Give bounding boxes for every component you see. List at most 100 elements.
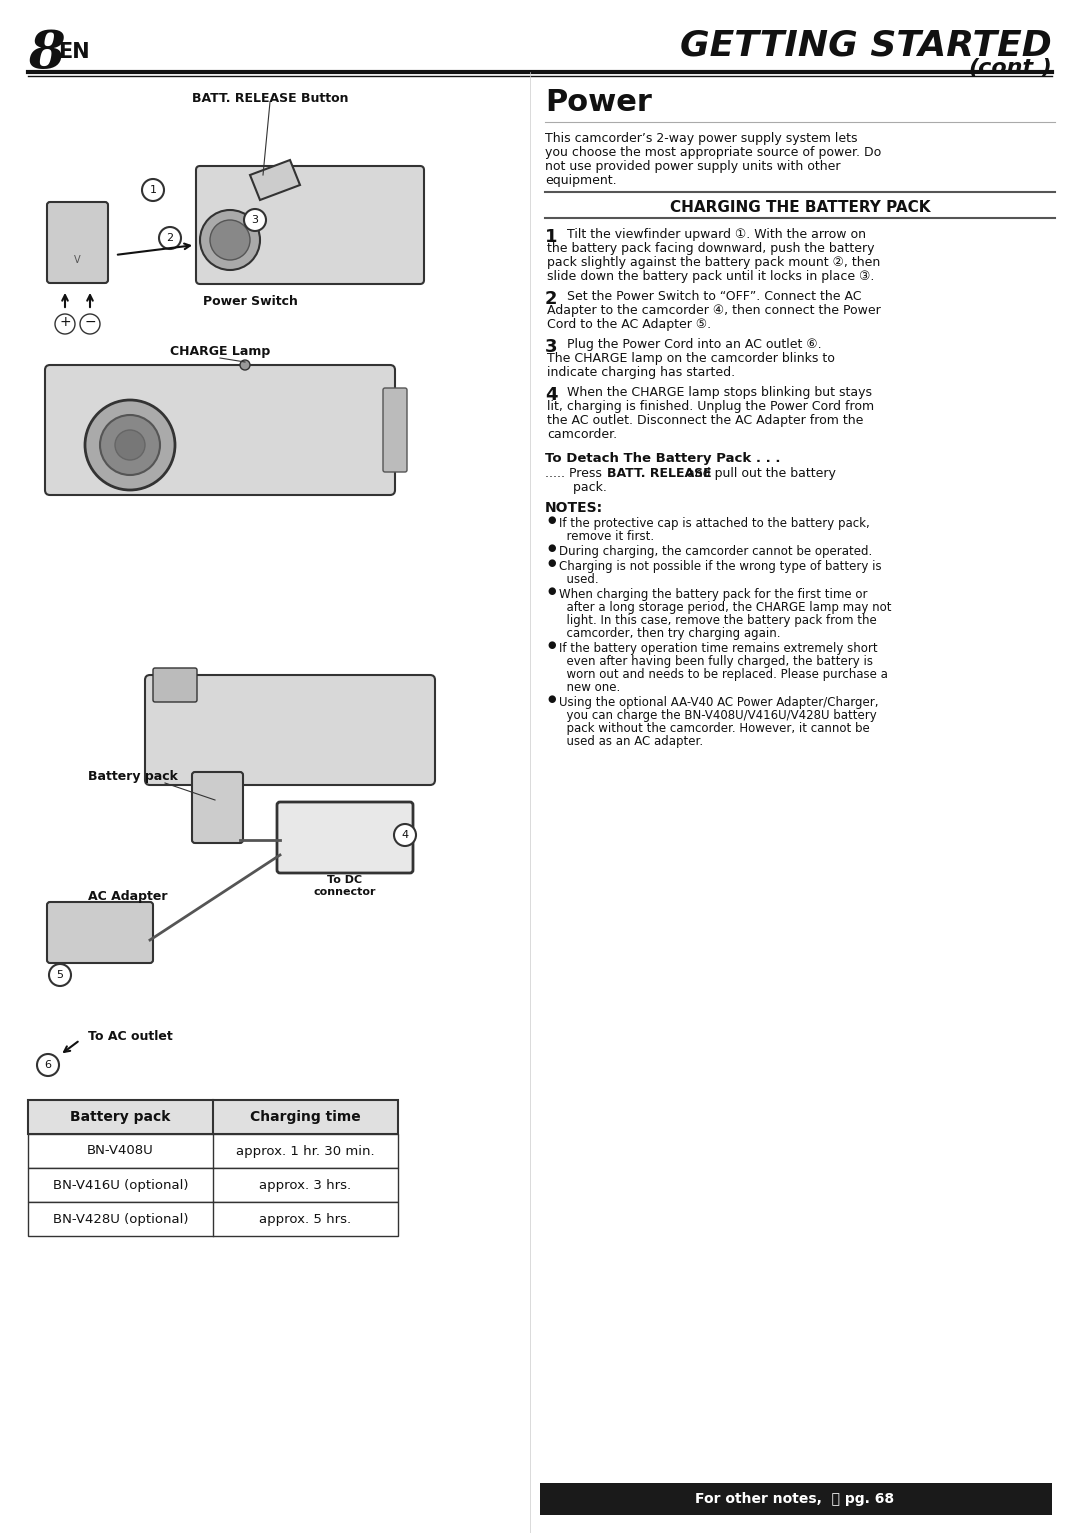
Text: ●: ●: [546, 543, 555, 553]
Text: 4: 4: [545, 386, 557, 405]
Text: During charging, the camcorder cannot be operated.: During charging, the camcorder cannot be…: [559, 546, 873, 558]
Circle shape: [114, 429, 145, 460]
FancyBboxPatch shape: [153, 668, 197, 702]
Text: used.: used.: [559, 573, 598, 586]
Text: camcorder, then try charging again.: camcorder, then try charging again.: [559, 627, 781, 639]
Text: lit, charging is finished. Unplug the Power Cord from: lit, charging is finished. Unplug the Po…: [546, 400, 874, 412]
Text: approx. 3 hrs.: approx. 3 hrs.: [259, 1179, 352, 1191]
Text: Battery pack: Battery pack: [70, 1110, 171, 1124]
Text: When charging the battery pack for the first time or: When charging the battery pack for the f…: [559, 589, 867, 601]
Bar: [28, 1134, 399, 1168]
Circle shape: [240, 360, 249, 369]
Text: If the battery operation time remains extremely short: If the battery operation time remains ex…: [559, 642, 878, 655]
FancyBboxPatch shape: [195, 166, 424, 284]
Text: Charging is not possible if the wrong type of battery is: Charging is not possible if the wrong ty…: [559, 560, 881, 573]
Text: you choose the most appropriate source of power. Do: you choose the most appropriate source o…: [545, 146, 881, 159]
Text: remove it first.: remove it first.: [559, 530, 654, 543]
Text: used as an AC adapter.: used as an AC adapter.: [559, 734, 703, 748]
Text: 4: 4: [402, 829, 408, 840]
Text: Using the optional AA-V40 AC Power Adapter/Charger,: Using the optional AA-V40 AC Power Adapt…: [559, 696, 878, 708]
Text: Cord to the AC Adapter ⑤.: Cord to the AC Adapter ⑤.: [546, 317, 711, 331]
Text: Set the Power Switch to “OFF”. Connect the AC: Set the Power Switch to “OFF”. Connect t…: [563, 290, 862, 304]
Text: and pull out the battery: and pull out the battery: [683, 468, 836, 480]
Text: +: +: [59, 314, 71, 330]
Text: To Detach The Battery Pack . . .: To Detach The Battery Pack . . .: [545, 452, 781, 464]
Text: pack slightly against the battery pack mount ②, then: pack slightly against the battery pack m…: [546, 256, 880, 268]
FancyBboxPatch shape: [48, 202, 108, 284]
Polygon shape: [249, 159, 300, 199]
Circle shape: [200, 210, 260, 270]
Text: BATT. RELEASE Button: BATT. RELEASE Button: [192, 92, 348, 104]
Text: When the CHARGE lamp stops blinking but stays: When the CHARGE lamp stops blinking but …: [563, 386, 872, 399]
Text: Tilt the viewfinder upward ①. With the arrow on: Tilt the viewfinder upward ①. With the a…: [563, 228, 866, 241]
Text: AC Adapter: AC Adapter: [87, 891, 167, 903]
Text: 1: 1: [149, 185, 157, 195]
Text: Power Switch: Power Switch: [203, 294, 297, 308]
Text: ●: ●: [546, 586, 555, 596]
Text: ..... Press: ..... Press: [545, 468, 606, 480]
Text: indicate charging has started.: indicate charging has started.: [546, 366, 735, 379]
FancyBboxPatch shape: [45, 365, 395, 495]
Text: For other notes,  ⎙ pg. 68: For other notes, ⎙ pg. 68: [696, 1492, 894, 1505]
Circle shape: [141, 179, 164, 201]
Text: EN: EN: [58, 41, 90, 61]
Text: 3: 3: [545, 337, 557, 356]
Text: not use provided power supply units with other: not use provided power supply units with…: [545, 159, 840, 173]
Text: ●: ●: [546, 515, 555, 524]
Text: you can charge the BN-V408U/V416U/V428U battery: you can charge the BN-V408U/V416U/V428U …: [559, 708, 877, 722]
Text: camcorder.: camcorder.: [546, 428, 617, 442]
FancyBboxPatch shape: [276, 802, 413, 872]
Text: 1: 1: [545, 228, 557, 245]
Text: 2: 2: [545, 290, 557, 308]
Text: 5: 5: [56, 970, 64, 980]
FancyBboxPatch shape: [48, 901, 153, 963]
Text: even after having been fully charged, the battery is: even after having been fully charged, th…: [559, 655, 873, 668]
Text: Battery pack: Battery pack: [87, 770, 178, 783]
Circle shape: [394, 825, 416, 846]
Text: new one.: new one.: [559, 681, 620, 694]
FancyBboxPatch shape: [192, 773, 243, 843]
FancyBboxPatch shape: [383, 388, 407, 472]
Text: −: −: [84, 314, 96, 330]
Bar: [28, 1202, 399, 1236]
Text: V: V: [73, 254, 80, 265]
Text: The CHARGE lamp on the camcorder blinks to: The CHARGE lamp on the camcorder blinks …: [546, 353, 835, 365]
Bar: [28, 1168, 399, 1202]
Text: approx. 5 hrs.: approx. 5 hrs.: [259, 1213, 352, 1225]
Text: the AC outlet. Disconnect the AC Adapter from the: the AC outlet. Disconnect the AC Adapter…: [546, 414, 863, 428]
Circle shape: [85, 400, 175, 491]
Text: (cont.): (cont.): [969, 58, 1052, 78]
Circle shape: [210, 221, 249, 261]
Text: Charging time: Charging time: [251, 1110, 361, 1124]
Text: 8: 8: [28, 28, 65, 80]
Text: pack.: pack.: [545, 481, 607, 494]
Text: ●: ●: [546, 558, 555, 569]
Text: If the protective cap is attached to the battery pack,: If the protective cap is attached to the…: [559, 517, 869, 530]
Text: BN-V416U (optional): BN-V416U (optional): [53, 1179, 188, 1191]
Circle shape: [159, 227, 181, 248]
Text: CHARGING THE BATTERY PACK: CHARGING THE BATTERY PACK: [670, 199, 930, 215]
Circle shape: [100, 415, 160, 475]
FancyBboxPatch shape: [145, 675, 435, 785]
Text: GETTING STARTED: GETTING STARTED: [680, 28, 1052, 61]
Text: To AC outlet: To AC outlet: [87, 1030, 173, 1042]
Text: after a long storage period, the CHARGE lamp may not: after a long storage period, the CHARGE …: [559, 601, 891, 615]
Text: Adapter to the camcorder ④, then connect the Power: Adapter to the camcorder ④, then connect…: [546, 304, 881, 317]
Bar: [28, 1101, 399, 1134]
Text: approx. 1 hr. 30 min.: approx. 1 hr. 30 min.: [237, 1145, 375, 1157]
Text: the battery pack facing downward, push the battery: the battery pack facing downward, push t…: [546, 242, 875, 254]
Text: To DC
connector: To DC connector: [314, 875, 376, 897]
Text: Power: Power: [545, 87, 652, 117]
Text: BN-V408U: BN-V408U: [87, 1145, 153, 1157]
Circle shape: [37, 1055, 59, 1076]
Text: light. In this case, remove the battery pack from the: light. In this case, remove the battery …: [559, 615, 877, 627]
Text: ●: ●: [546, 639, 555, 650]
Text: pack without the camcorder. However, it cannot be: pack without the camcorder. However, it …: [559, 722, 869, 734]
Circle shape: [49, 964, 71, 986]
Text: equipment.: equipment.: [545, 175, 617, 187]
Text: 3: 3: [252, 215, 258, 225]
Text: BN-V428U (optional): BN-V428U (optional): [53, 1213, 188, 1225]
Text: CHARGE Lamp: CHARGE Lamp: [170, 345, 270, 359]
Text: worn out and needs to be replaced. Please purchase a: worn out and needs to be replaced. Pleas…: [559, 668, 888, 681]
Text: slide down the battery pack until it locks in place ③.: slide down the battery pack until it loc…: [546, 270, 875, 284]
